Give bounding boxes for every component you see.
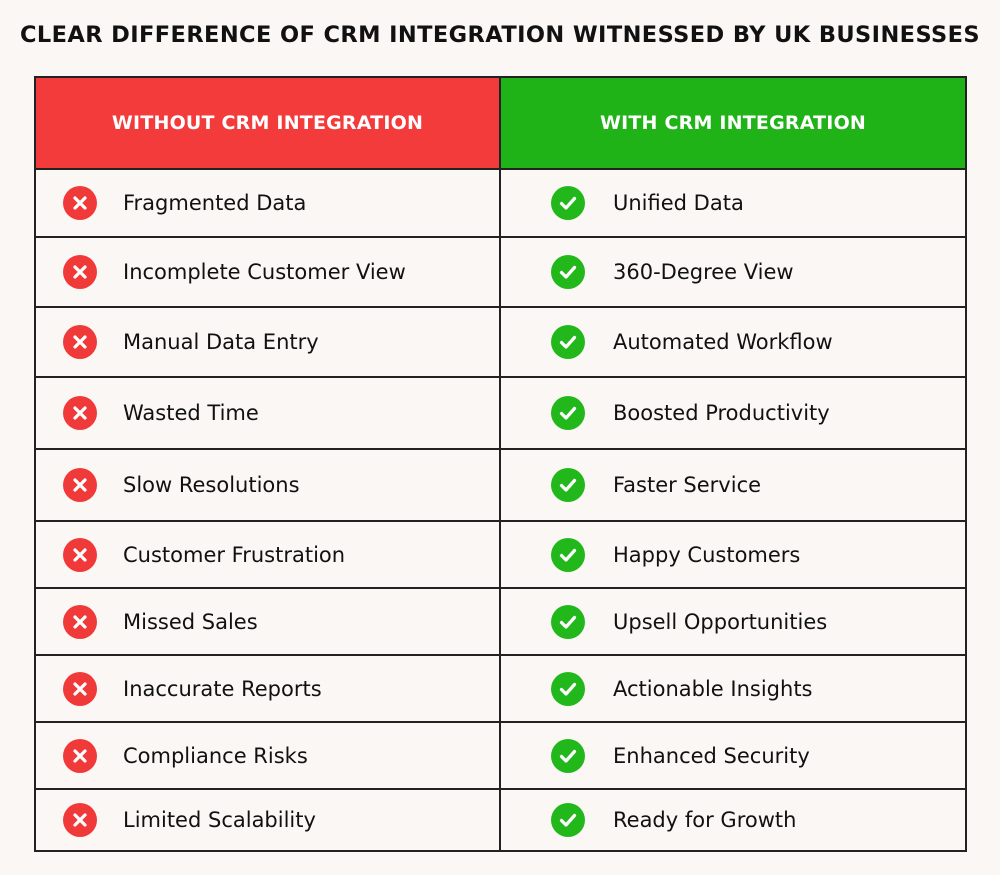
check-circle-icon	[551, 803, 585, 837]
x-circle-icon	[63, 537, 97, 572]
cell-with: Unified Data	[499, 168, 967, 238]
cell-without: Missed Sales	[34, 587, 501, 656]
without-item-label: Manual Data Entry	[123, 330, 319, 354]
table-row: Slow Resolutions Faster Service	[34, 448, 967, 522]
table-row: Compliance Risks Enhanced Security	[34, 721, 967, 790]
cell-with: Boosted Productivity	[499, 376, 967, 450]
x-circle-icon	[63, 325, 97, 359]
check-circle-icon	[551, 604, 585, 639]
header-with-crm: WITH CRM INTEGRATION	[499, 76, 967, 170]
table-header-row: WITHOUT CRM INTEGRATION WITH CRM INTEGRA…	[34, 76, 967, 170]
without-item-label: Inaccurate Reports	[123, 676, 322, 701]
without-item-label: Incomplete Customer View	[123, 260, 406, 284]
without-item-label: Compliance Risks	[123, 743, 308, 768]
with-item-label: Unified Data	[613, 191, 744, 215]
without-item-label: Missed Sales	[123, 609, 258, 634]
with-item-label: Happy Customers	[613, 542, 801, 567]
with-item-label: Automated Workflow	[613, 330, 833, 354]
cell-without: Wasted Time	[34, 376, 501, 450]
with-item-label: Actionable Insights	[613, 676, 813, 701]
cell-without: Compliance Risks	[34, 721, 501, 790]
cell-without: Customer Frustration	[34, 520, 501, 589]
x-circle-icon	[63, 738, 97, 773]
without-item-label: Limited Scalability	[123, 808, 316, 832]
cell-with: 360-Degree View	[499, 236, 967, 308]
table-row: Customer Frustration Happy Customers	[34, 520, 967, 589]
without-item-label: Customer Frustration	[123, 542, 346, 567]
table-row: Missed Sales Upsell Opportunities	[34, 587, 967, 656]
with-item-label: Boosted Productivity	[613, 401, 830, 425]
table-body: Fragmented Data Unified Data Incomplete Cu…	[34, 168, 967, 852]
cell-without: Manual Data Entry	[34, 306, 501, 378]
table-row: Incomplete Customer View 360-Degree View	[34, 236, 967, 308]
check-circle-icon	[551, 468, 585, 502]
table-row: Manual Data Entry Automated Workflow	[34, 306, 967, 378]
header-without-crm: WITHOUT CRM INTEGRATION	[34, 76, 501, 170]
cell-with: Ready for Growth	[499, 788, 967, 852]
without-item-label: Slow Resolutions	[123, 473, 300, 497]
comparison-table: WITHOUT CRM INTEGRATION WITH CRM INTEGRA…	[34, 76, 967, 852]
cell-without: Inaccurate Reports	[34, 654, 501, 723]
cell-with: Automated Workflow	[499, 306, 967, 378]
x-circle-icon	[63, 604, 97, 639]
check-circle-icon	[551, 396, 585, 430]
with-item-label: Enhanced Security	[613, 743, 810, 768]
without-item-label: Fragmented Data	[123, 191, 307, 215]
check-circle-icon	[551, 186, 585, 220]
check-circle-icon	[551, 671, 585, 706]
cell-without: Fragmented Data	[34, 168, 501, 238]
x-circle-icon	[63, 671, 97, 706]
cell-with: Enhanced Security	[499, 721, 967, 790]
check-circle-icon	[551, 537, 585, 572]
cell-with: Actionable Insights	[499, 654, 967, 723]
x-circle-icon	[63, 255, 97, 289]
table-row: Wasted Time Boosted Productivity	[34, 376, 967, 450]
x-circle-icon	[63, 396, 97, 430]
table-row: Limited Scalability Ready for Growth	[34, 788, 967, 852]
x-circle-icon	[63, 803, 97, 837]
check-circle-icon	[551, 325, 585, 359]
check-circle-icon	[551, 738, 585, 773]
cell-without: Incomplete Customer View	[34, 236, 501, 308]
with-item-label: Upsell Opportunities	[613, 609, 828, 634]
x-circle-icon	[63, 468, 97, 502]
table-row: Inaccurate Reports Actionable Insights	[34, 654, 967, 723]
page-title: CLEAR DIFFERENCE OF CRM INTEGRATION WITN…	[19, 22, 981, 48]
without-item-label: Wasted Time	[123, 401, 259, 425]
check-circle-icon	[551, 255, 585, 289]
x-circle-icon	[63, 186, 97, 220]
cell-without: Slow Resolutions	[34, 448, 501, 522]
table-row: Fragmented Data Unified Data	[34, 168, 967, 238]
cell-with: Faster Service	[499, 448, 967, 522]
with-item-label: 360-Degree View	[613, 260, 794, 284]
with-item-label: Faster Service	[613, 473, 762, 497]
cell-with: Happy Customers	[499, 520, 967, 589]
cell-without: Limited Scalability	[34, 788, 501, 852]
cell-with: Upsell Opportunities	[499, 587, 967, 656]
with-item-label: Ready for Growth	[613, 808, 797, 832]
